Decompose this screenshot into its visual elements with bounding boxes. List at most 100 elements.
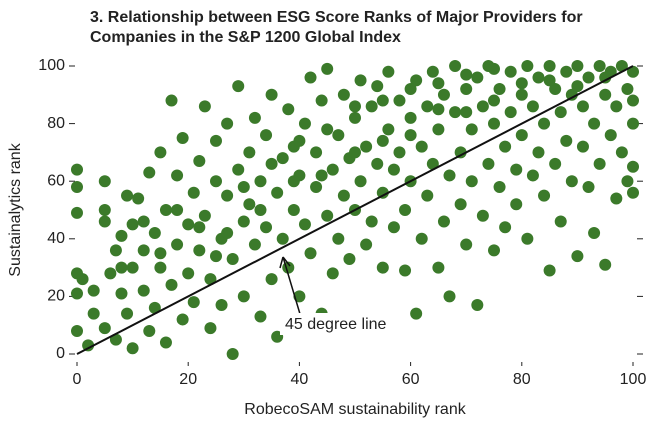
point bbox=[521, 60, 534, 72]
point bbox=[449, 60, 462, 72]
point bbox=[221, 189, 234, 202]
y-tick-label: 80 bbox=[47, 115, 65, 132]
point bbox=[232, 80, 245, 93]
point bbox=[193, 244, 206, 257]
y-tick-label: 20 bbox=[47, 288, 65, 305]
point bbox=[304, 71, 317, 84]
point bbox=[182, 267, 195, 280]
point bbox=[321, 209, 334, 222]
point bbox=[354, 74, 367, 87]
point bbox=[376, 261, 389, 274]
point bbox=[499, 140, 512, 153]
point bbox=[593, 60, 606, 72]
point bbox=[248, 238, 261, 251]
point bbox=[621, 175, 634, 188]
point bbox=[71, 287, 83, 300]
point bbox=[560, 134, 573, 147]
point bbox=[571, 80, 584, 93]
x-tick-label: 0 bbox=[73, 371, 82, 388]
point bbox=[610, 192, 623, 205]
point bbox=[315, 169, 328, 182]
point bbox=[465, 175, 478, 188]
x-tick-label: 20 bbox=[179, 371, 197, 388]
point bbox=[571, 250, 584, 263]
point bbox=[265, 88, 278, 101]
chart-title: Companies in the S&P 1200 Global Index bbox=[90, 29, 401, 46]
point bbox=[621, 83, 634, 96]
point bbox=[76, 273, 89, 286]
point bbox=[415, 232, 428, 245]
point bbox=[582, 71, 595, 84]
point bbox=[432, 261, 445, 274]
point bbox=[98, 204, 111, 216]
y-tick-label: 40 bbox=[47, 230, 65, 247]
point bbox=[210, 175, 222, 188]
point bbox=[98, 175, 111, 188]
point bbox=[627, 160, 639, 173]
point bbox=[582, 180, 595, 193]
point bbox=[148, 301, 161, 314]
point bbox=[360, 140, 373, 153]
x-tick-label: 100 bbox=[620, 371, 647, 388]
point bbox=[265, 157, 278, 170]
point bbox=[404, 129, 417, 142]
point bbox=[137, 284, 150, 297]
point bbox=[454, 146, 467, 159]
point bbox=[298, 218, 311, 231]
point bbox=[393, 94, 406, 107]
point bbox=[254, 204, 267, 216]
point bbox=[543, 60, 556, 72]
point bbox=[588, 227, 601, 240]
point bbox=[365, 100, 378, 113]
point bbox=[426, 65, 439, 78]
point bbox=[221, 117, 234, 130]
point bbox=[71, 324, 83, 337]
point bbox=[154, 247, 167, 260]
point bbox=[504, 65, 517, 78]
point bbox=[87, 284, 100, 297]
point bbox=[232, 163, 245, 176]
point bbox=[404, 111, 417, 124]
point bbox=[271, 186, 284, 199]
point bbox=[499, 221, 512, 234]
point bbox=[376, 186, 389, 199]
y-tick-label: 100 bbox=[38, 57, 65, 74]
point bbox=[493, 180, 506, 193]
point bbox=[310, 146, 323, 159]
point bbox=[554, 106, 567, 119]
point bbox=[187, 296, 200, 309]
point bbox=[210, 134, 222, 147]
point bbox=[171, 238, 184, 251]
point bbox=[376, 94, 389, 107]
point bbox=[237, 180, 250, 193]
point bbox=[599, 88, 612, 101]
point bbox=[549, 83, 562, 96]
point bbox=[71, 206, 83, 219]
point bbox=[332, 129, 345, 142]
point bbox=[254, 175, 267, 188]
point bbox=[543, 74, 556, 87]
point bbox=[254, 310, 267, 323]
y-tick-label: 60 bbox=[47, 172, 65, 189]
x-tick-label: 60 bbox=[402, 371, 420, 388]
point bbox=[426, 157, 439, 170]
y-tick-label: 0 bbox=[56, 345, 65, 362]
point bbox=[627, 94, 639, 107]
point bbox=[237, 215, 250, 228]
point bbox=[565, 175, 578, 188]
point bbox=[71, 180, 83, 193]
x-tick-label: 80 bbox=[513, 371, 531, 388]
point bbox=[159, 336, 172, 349]
chart-title: 3. Relationship between ESG Score Ranks … bbox=[90, 9, 583, 26]
point bbox=[488, 62, 500, 75]
point bbox=[432, 77, 445, 90]
point bbox=[176, 132, 189, 144]
point bbox=[193, 155, 206, 168]
point bbox=[538, 189, 551, 202]
point bbox=[460, 68, 473, 81]
point bbox=[98, 215, 111, 228]
x-tick-label: 40 bbox=[291, 371, 309, 388]
point bbox=[532, 146, 545, 159]
point bbox=[471, 71, 484, 84]
